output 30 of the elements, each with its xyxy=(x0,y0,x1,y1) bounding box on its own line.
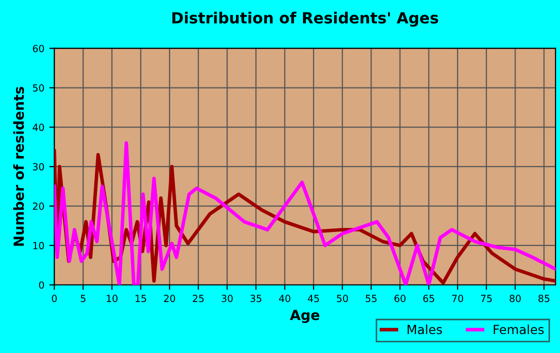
legend-label: Males xyxy=(408,324,442,334)
x-tick-label: 10 xyxy=(106,294,118,302)
y-tick-label: 20 xyxy=(32,202,44,210)
x-tick-label: 60 xyxy=(394,294,406,302)
chart-title: Distribution of Residents' Ages xyxy=(172,12,438,27)
x-tick-label: 70 xyxy=(452,294,464,302)
y-tick-label: 50 xyxy=(32,84,44,92)
y-tick-label: 30 xyxy=(32,163,44,170)
x-tick-label: 80 xyxy=(510,294,521,302)
x-tick-label: 0 xyxy=(52,294,57,302)
x-axis-title: Age xyxy=(290,310,320,323)
x-tick-label: 50 xyxy=(336,294,348,302)
y-tick-label: 0 xyxy=(39,281,44,289)
x-tick-label: 20 xyxy=(164,294,176,302)
x-tick-label: 85 xyxy=(538,294,550,302)
x-tick-label: 30 xyxy=(222,294,233,302)
x-tick-label: 15 xyxy=(136,294,146,302)
legend-label: Females xyxy=(494,324,544,334)
y-tick-label: 40 xyxy=(32,124,44,132)
x-tick-label: 35 xyxy=(250,294,262,302)
x-tick-label: 5 xyxy=(80,294,86,302)
x-tick-label: 75 xyxy=(481,294,492,302)
x-tick-label: 55 xyxy=(366,294,377,302)
y-tick-label: 60 xyxy=(32,44,44,52)
x-tick-label: 65 xyxy=(423,294,434,302)
y-axis-title: Number of residents xyxy=(13,86,24,246)
y-tick-label: 10 xyxy=(33,242,44,250)
x-tick-label: 25 xyxy=(192,294,204,302)
x-tick-label: 45 xyxy=(308,294,319,302)
x-tick-label: 40 xyxy=(279,294,290,302)
